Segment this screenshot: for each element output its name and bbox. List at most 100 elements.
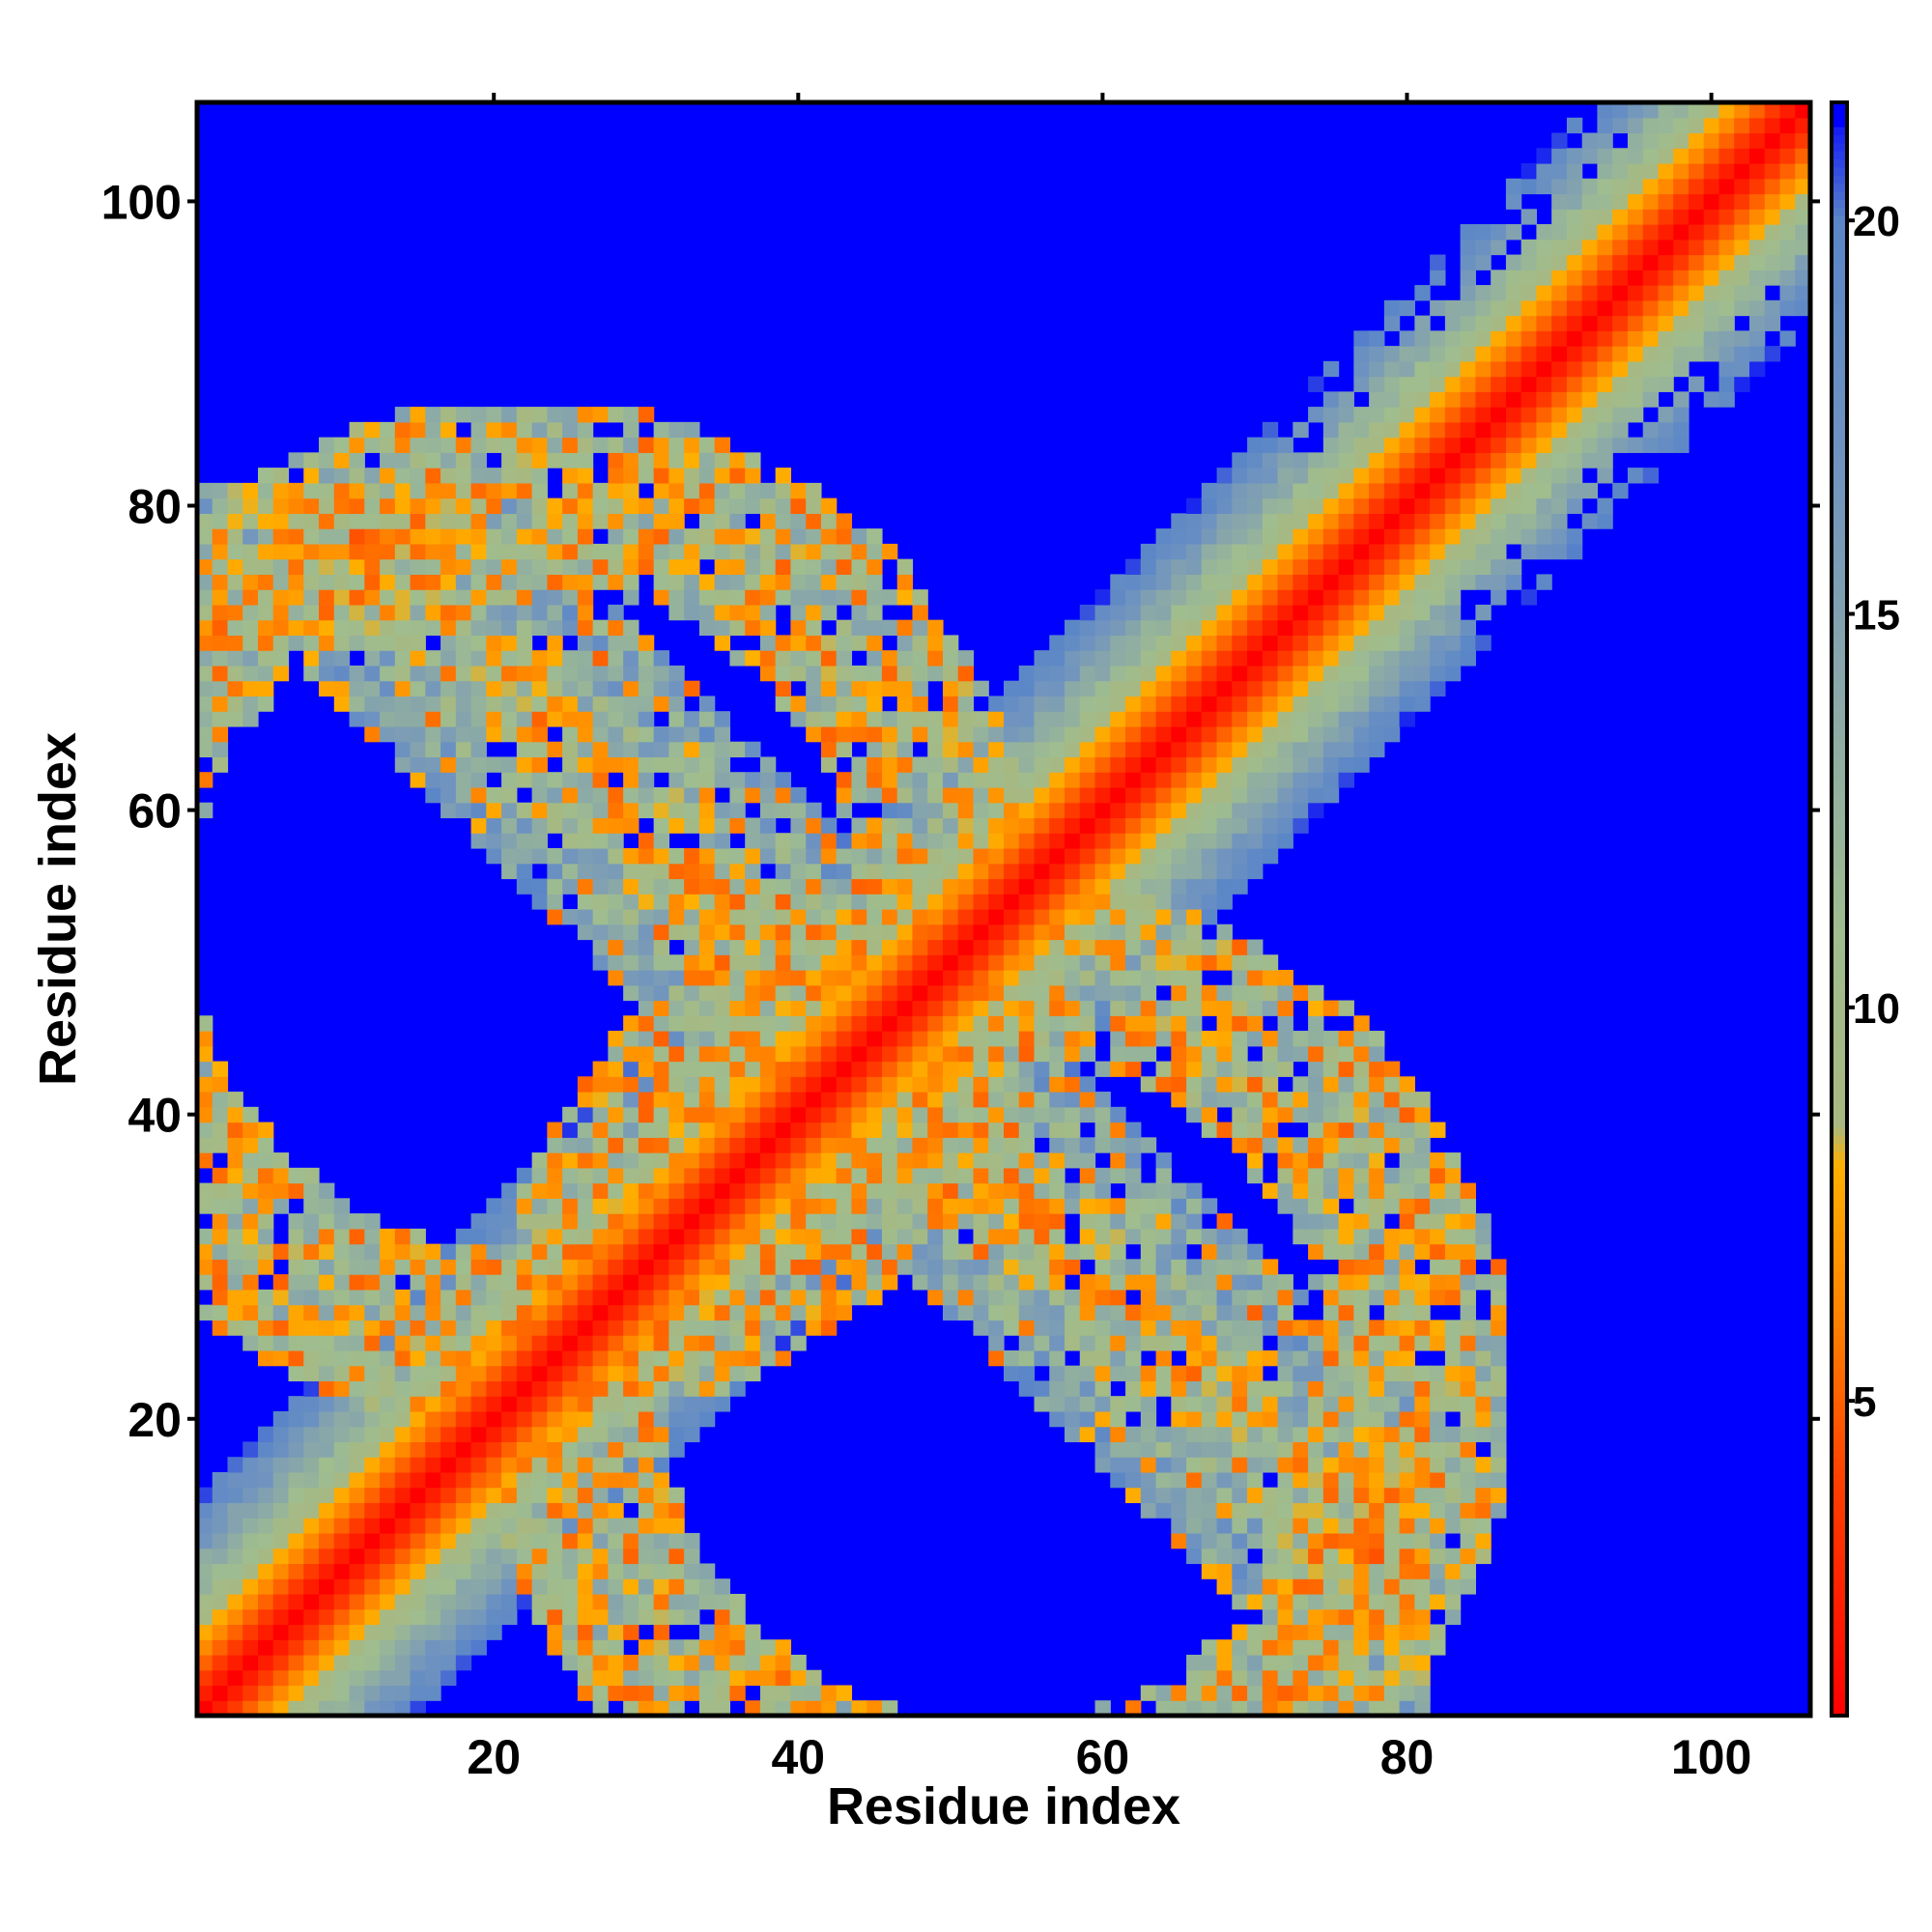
heatmap-cell xyxy=(1399,346,1415,362)
heatmap-cell xyxy=(623,1213,639,1230)
heatmap-cell xyxy=(714,1198,731,1214)
heatmap-cell xyxy=(927,1137,944,1153)
heatmap-cell xyxy=(516,1563,533,1579)
heatmap-cell xyxy=(1369,1471,1385,1489)
heatmap-cell xyxy=(1004,1182,1020,1199)
heatmap-cell xyxy=(562,421,579,439)
heatmap-cell xyxy=(1125,984,1142,1002)
heatmap-cell xyxy=(653,1457,669,1473)
heatmap-cell xyxy=(1094,1182,1111,1199)
heatmap-cell xyxy=(562,909,579,925)
heatmap-cell xyxy=(775,513,792,529)
heatmap-cell xyxy=(333,650,351,667)
heatmap-cell xyxy=(714,574,731,590)
heatmap-cell xyxy=(714,954,731,971)
heatmap-cell xyxy=(851,543,867,560)
heatmap-cell xyxy=(1399,1289,1415,1306)
heatmap-cell xyxy=(1430,574,1446,590)
heatmap-cell xyxy=(608,1137,624,1153)
heatmap-cell xyxy=(1216,1548,1233,1565)
heatmap-cell xyxy=(806,1320,822,1336)
heatmap-cell xyxy=(212,711,229,727)
heatmap-cell xyxy=(881,1122,898,1138)
heatmap-cell xyxy=(258,1213,274,1230)
heatmap-cell xyxy=(1247,1167,1264,1184)
heatmap-cell xyxy=(1004,772,1020,788)
heatmap-cell xyxy=(1216,894,1233,910)
heatmap-cell xyxy=(1034,696,1050,712)
heatmap-cell xyxy=(1460,1213,1476,1230)
heatmap-cell xyxy=(698,1213,716,1230)
heatmap-cell xyxy=(927,741,944,758)
heatmap-cell xyxy=(1079,1076,1096,1093)
heatmap-cell xyxy=(668,786,685,804)
heatmap-cell xyxy=(608,878,624,895)
heatmap-cell xyxy=(1079,909,1096,925)
heatmap-cell xyxy=(638,970,655,986)
heatmap-cell xyxy=(1018,1274,1036,1291)
heatmap-cell xyxy=(668,1700,685,1717)
heatmap-cell xyxy=(1110,1457,1126,1473)
heatmap-cell xyxy=(1186,802,1203,819)
heatmap-cell xyxy=(988,802,1005,819)
heatmap-cell xyxy=(1186,635,1203,651)
heatmap-cell xyxy=(531,1228,548,1245)
heatmap-cell xyxy=(1383,1578,1401,1595)
heatmap-cell xyxy=(1079,939,1096,955)
heatmap-cell xyxy=(698,1061,716,1077)
heatmap-cell xyxy=(790,1685,807,1701)
heatmap-cell xyxy=(759,482,777,499)
heatmap-cell xyxy=(775,543,792,560)
heatmap-cell xyxy=(410,1289,426,1306)
heatmap-cell xyxy=(440,1335,457,1351)
heatmap-cell xyxy=(1444,1350,1462,1367)
heatmap-cell xyxy=(942,984,959,1002)
heatmap-cell xyxy=(516,650,533,667)
heatmap-cell xyxy=(364,1304,381,1321)
heatmap-cell xyxy=(653,1608,669,1626)
heatmap-cell xyxy=(1065,1365,1081,1381)
heatmap-cell xyxy=(364,1654,381,1671)
heatmap-cell xyxy=(1430,1228,1446,1245)
heatmap-cell xyxy=(759,1000,777,1016)
heatmap-cell xyxy=(896,711,914,727)
heatmap-cell xyxy=(380,1380,396,1397)
heatmap-cell xyxy=(440,1274,457,1291)
heatmap-cell xyxy=(380,725,396,743)
heatmap-cell xyxy=(881,543,898,560)
heatmap-cell xyxy=(349,1335,365,1351)
heatmap-cell xyxy=(927,711,944,727)
heatmap-cell xyxy=(1308,1532,1324,1549)
heatmap-cell xyxy=(1308,1335,1324,1351)
heatmap-cell xyxy=(364,468,381,484)
heatmap-cell xyxy=(1399,482,1415,499)
heatmap-cell xyxy=(1293,513,1309,529)
heatmap-cell xyxy=(1444,589,1462,606)
heatmap-cell xyxy=(577,786,594,804)
heatmap-cell xyxy=(912,1259,928,1275)
heatmap-cell xyxy=(638,1061,655,1077)
heatmap-cell xyxy=(319,1380,335,1397)
heatmap-cell xyxy=(1125,725,1142,743)
heatmap-cell xyxy=(258,1487,274,1504)
heatmap-cell xyxy=(501,696,518,712)
heatmap-cell xyxy=(896,1122,914,1138)
heatmap-cell xyxy=(973,909,989,925)
heatmap-cell xyxy=(1034,1092,1050,1108)
heatmap-cell xyxy=(684,1350,700,1367)
heatmap-cell xyxy=(988,1061,1005,1077)
heatmap-cell xyxy=(820,604,838,621)
heatmap-cell xyxy=(608,847,624,865)
heatmap-cell xyxy=(1293,497,1309,514)
heatmap-cell xyxy=(851,878,867,895)
heatmap-cell xyxy=(653,1487,669,1504)
heatmap-cell xyxy=(1140,1320,1157,1336)
heatmap-cell xyxy=(942,863,959,880)
heatmap-cell xyxy=(1369,421,1385,439)
heatmap-cell xyxy=(258,574,274,590)
heatmap-cell xyxy=(1216,1228,1233,1245)
heatmap-cell xyxy=(927,894,944,910)
heatmap-cell xyxy=(836,1031,853,1047)
heatmap-cell xyxy=(836,1259,853,1275)
heatmap-cell xyxy=(1171,1502,1187,1519)
